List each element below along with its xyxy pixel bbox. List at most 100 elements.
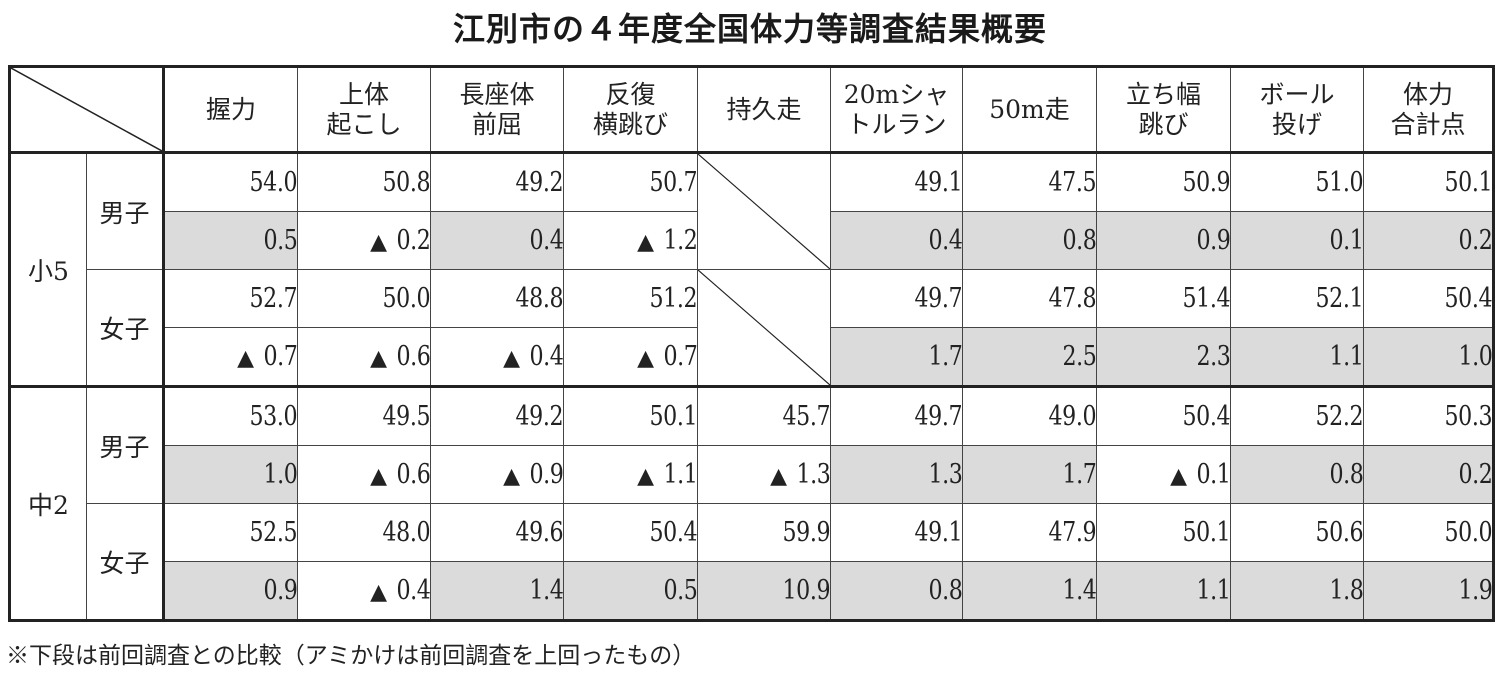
score-row: 小5 男子 54.0 50.8 49.2 50.7 49.1 47.5 50.9 51.0 50.1 — [9, 152, 1494, 388]
score-value: 45.7 — [782, 401, 830, 432]
score-value: 51.2 — [649, 283, 697, 314]
score-value: 50.1 — [649, 401, 697, 432]
score-value: 47.9 — [1048, 517, 1096, 548]
score-row: 女子 52.5 48.0 49.6 50.4 59.9 49.1 47.9 50.1 50.6 50… — [10, 503, 1494, 622]
score-cell: 45.7 — [697, 386, 831, 446]
diagonal-line-icon — [698, 154, 830, 269]
diff-cell-increase: 0.8 — [1230, 445, 1364, 504]
diff-value: 1.1 — [663, 459, 697, 490]
diff-cell-decrease: ▲ 0.4 — [430, 327, 564, 388]
diff-cell-increase: 10.9 — [697, 561, 831, 622]
score-cell: 52.1 — [1230, 269, 1364, 328]
not-applicable-cell — [697, 152, 831, 270]
diff-cell-decrease: ▲ 0.9 — [430, 445, 564, 504]
score-cell: 49.6 — [430, 503, 564, 562]
triangle-decrease-icon: ▲ — [770, 464, 787, 489]
diff-cell-increase: 1.8 — [1230, 561, 1364, 622]
score-cell: 50.4 — [563, 503, 698, 562]
page-title: 江別市の４年度全国体力等調査結果概要 — [452, 10, 1047, 48]
diff-cell-increase: 1.0 — [1363, 327, 1494, 388]
diff-value: 0.4 — [529, 341, 563, 372]
diff-value: 1.1 — [1196, 575, 1230, 606]
score-value: 52.5 — [249, 517, 297, 548]
diff-value: 0.1 — [1329, 225, 1363, 256]
diff-value: 1.0 — [263, 459, 297, 490]
score-value: 49.5 — [382, 401, 430, 432]
score-cell: 50.4 — [1363, 269, 1494, 328]
score-value: 47.8 — [1048, 283, 1096, 314]
score-cell: 48.8 — [430, 269, 564, 328]
score-value: 52.7 — [249, 283, 297, 314]
score-value: 50.0 — [1444, 517, 1492, 548]
diff-cell-increase: 1.1 — [1230, 327, 1364, 388]
column-header: 反復 横跳び — [563, 66, 698, 154]
score-cell: 50.3 — [1363, 386, 1494, 446]
column-header-line2: 横跳び — [592, 109, 668, 139]
diff-value: 0.4 — [529, 225, 563, 256]
score-cell: 52.2 — [1230, 386, 1364, 446]
score-cell: 49.0 — [962, 386, 1097, 446]
score-value: 49.1 — [914, 167, 962, 198]
score-value: 54.0 — [249, 167, 297, 198]
diff-cell-increase: 0.4 — [830, 211, 963, 270]
score-cell: 50.0 — [297, 269, 431, 328]
diff-cell-decrease: ▲ 0.7 — [563, 327, 698, 388]
score-value: 49.7 — [914, 401, 962, 432]
diff-cell-increase: 1.3 — [830, 445, 963, 504]
triangle-decrease-icon: ▲ — [637, 346, 654, 371]
score-cell: 51.2 — [563, 269, 698, 328]
diff-value: 1.2 — [663, 225, 697, 256]
triangle-decrease-icon: ▲ — [370, 230, 387, 255]
score-cell: 50.1 — [1363, 152, 1494, 212]
score-value: 49.6 — [515, 517, 563, 548]
diff-value: 0.1 — [1196, 459, 1230, 490]
column-header: 持久走 — [697, 66, 831, 154]
triangle-decrease-icon: ▲ — [637, 230, 654, 255]
score-value: 47.5 — [1048, 167, 1096, 198]
not-applicable-cell — [697, 269, 831, 388]
score-value: 50.9 — [1182, 167, 1230, 198]
score-cell: 49.2 — [430, 152, 564, 212]
diff-value: 0.7 — [663, 341, 697, 372]
triangle-decrease-icon: ▲ — [503, 464, 520, 489]
diff-cell-increase: 0.9 — [163, 561, 298, 622]
diff-value: 0.7 — [263, 341, 297, 372]
score-value: 50.4 — [1444, 283, 1492, 314]
sex-label: 男子 — [86, 152, 165, 270]
column-header-line1: 体力 — [1402, 79, 1453, 109]
diff-row: ▲ 0.7 ▲ 0.6 ▲ 0.4 ▲ 0.7 1.7 2.5 2.3 1.1 1.0 — [10, 327, 1494, 388]
diff-cell-increase: 0.9 — [1096, 211, 1231, 270]
diff-cell-decrease: ▲ 0.4 — [297, 561, 431, 622]
score-value: 48.8 — [515, 283, 563, 314]
diff-value: 0.5 — [263, 225, 297, 256]
diff-value: 0.8 — [1062, 225, 1096, 256]
column-header-line2: 投げ — [1271, 109, 1322, 139]
score-cell: 48.0 — [297, 503, 431, 562]
diff-cell-increase: 0.1 — [1230, 211, 1364, 270]
column-header: 上体 起こし — [297, 66, 431, 154]
score-cell: 49.2 — [430, 386, 564, 446]
column-header-line2: 前屈 — [471, 109, 522, 139]
diff-value: 0.2 — [1458, 225, 1492, 256]
score-value: 50.7 — [649, 167, 697, 198]
diff-cell-increase: 1.9 — [1363, 561, 1494, 622]
diff-cell-increase: 0.2 — [1363, 445, 1494, 504]
score-cell: 54.0 — [163, 152, 298, 212]
score-cell: 47.8 — [962, 269, 1097, 328]
score-value: 50.3 — [1444, 401, 1492, 432]
score-cell: 51.4 — [1096, 269, 1231, 328]
score-value: 53.0 — [249, 401, 297, 432]
diff-value: 1.7 — [1062, 459, 1096, 490]
score-value: 50.4 — [1182, 401, 1230, 432]
triangle-decrease-icon: ▲ — [637, 464, 654, 489]
column-header: 立ち幅 跳び — [1096, 66, 1231, 154]
footnote: ※下段は前回調査との比較（アミかけは前回調査を上回ったもの） — [6, 643, 696, 669]
diff-value: 1.8 — [1329, 575, 1363, 606]
grade-label: 中2 — [9, 386, 87, 622]
column-header: 20mシャ トルラン — [830, 66, 963, 154]
score-value: 50.6 — [1315, 517, 1363, 548]
triangle-decrease-icon: ▲ — [237, 346, 254, 371]
diff-cell-decrease: ▲ 0.7 — [163, 327, 298, 388]
score-cell: 50.0 — [1363, 503, 1494, 562]
column-header: 50m走 — [962, 66, 1097, 154]
